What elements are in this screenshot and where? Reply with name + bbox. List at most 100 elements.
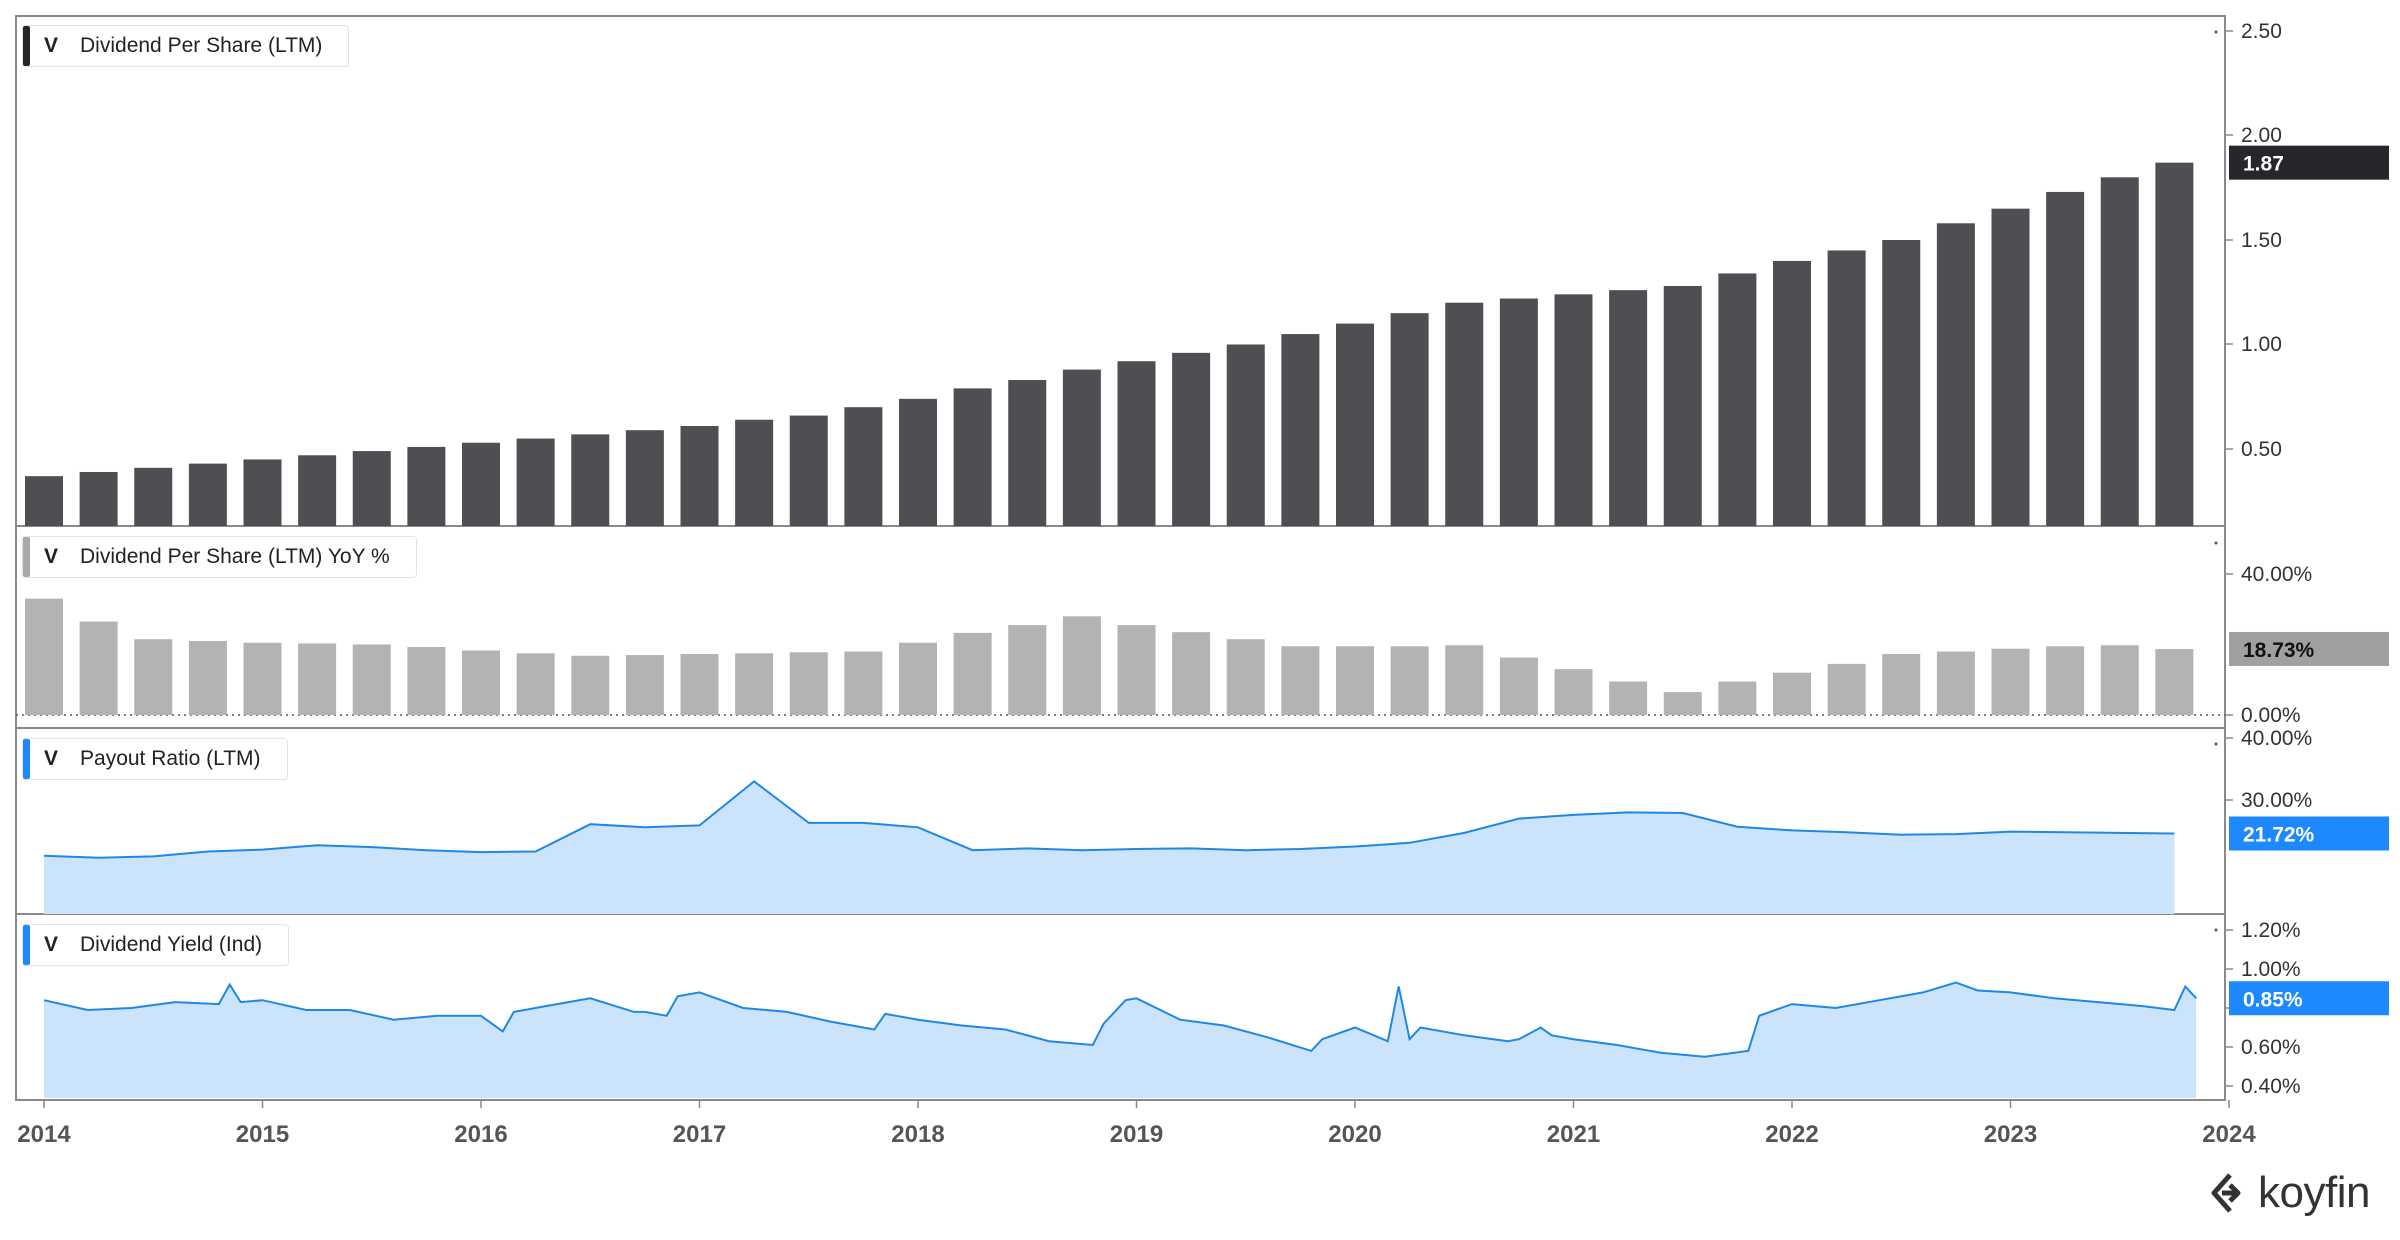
dps-bar xyxy=(462,442,500,526)
last-value-tag-label: 18.73% xyxy=(2243,639,2315,662)
legend-payout-ticker: V xyxy=(44,747,59,770)
legend-yield-name: Dividend Yield (Ind) xyxy=(80,933,263,956)
y-tick-label-3: 0.60% xyxy=(2241,1036,2301,1059)
yoy-bar xyxy=(1281,646,1320,715)
y-tick-label-0: 1.00 xyxy=(2241,333,2282,356)
legend-payout-name: Payout Ratio (LTM) xyxy=(80,747,261,770)
last-value-tag xyxy=(2229,816,2389,851)
yield-line xyxy=(43,981,2197,1058)
dps-bar xyxy=(625,430,664,526)
yoy-bar xyxy=(953,632,992,715)
dps-bar xyxy=(1281,334,1320,526)
dps-bar xyxy=(735,419,774,526)
dps-bar xyxy=(1390,313,1429,526)
dps-bar xyxy=(1008,380,1047,526)
legend-yield[interactable]: V Dividend Yield (Ind) xyxy=(22,924,290,966)
dps-bar xyxy=(1609,290,1648,526)
last-value-tag-label: 1.87 xyxy=(2243,153,2284,176)
payout-line xyxy=(43,780,2175,859)
dps-bar xyxy=(1663,285,1702,526)
yoy-bar xyxy=(625,655,664,715)
yoy-bar xyxy=(188,640,227,715)
dps-bar xyxy=(953,388,992,526)
dps-bar xyxy=(899,398,937,526)
yoy-bar xyxy=(1991,648,2030,715)
dps-bar xyxy=(1062,369,1101,526)
dps-bar xyxy=(243,459,282,526)
y-tick-label-0: 1.50 xyxy=(2241,229,2282,252)
legend-yield-ticker: V xyxy=(44,933,59,956)
x-tick-label: 2019 xyxy=(1110,1121,1163,1148)
pane-corner-dot xyxy=(2214,742,2218,746)
last-value-tag xyxy=(2229,981,2389,1016)
legend-dps-yoy-swatch xyxy=(23,537,30,577)
dps-bar xyxy=(1882,240,1921,526)
dps-bar xyxy=(407,446,446,526)
dps-bar xyxy=(1827,250,1866,526)
yoy-bar xyxy=(2100,645,2139,715)
y-tick-label-2: 40.00% xyxy=(2241,727,2312,750)
y-tick-label-0: 2.50 xyxy=(2241,20,2282,43)
yoy-bar xyxy=(79,621,118,715)
dps-bar xyxy=(134,467,173,526)
dps-bar xyxy=(2046,191,2085,526)
yoy-bar xyxy=(1827,663,1866,715)
x-tick-label: 2020 xyxy=(1328,1121,1381,1148)
chart-frame xyxy=(15,15,2226,1101)
yoy-bar xyxy=(243,642,282,715)
yoy-bar xyxy=(571,655,610,715)
yoy-bar xyxy=(1718,681,1757,715)
yoy-bar xyxy=(1336,646,1374,715)
yoy-bar xyxy=(25,598,63,715)
yoy-bar xyxy=(1773,672,1811,715)
dps-bar xyxy=(789,415,828,526)
yoy-bar xyxy=(789,652,828,715)
legend-dps[interactable]: V Dividend Per Share (LTM) xyxy=(22,25,350,67)
yoy-bar xyxy=(735,653,774,715)
dps-bar xyxy=(188,463,227,526)
x-tick-label: 2023 xyxy=(1984,1121,2037,1148)
x-tick-label: 2017 xyxy=(673,1121,726,1148)
pane-corner-dot xyxy=(2214,30,2218,34)
yoy-bar xyxy=(899,642,937,715)
legend-dps-ticker: V xyxy=(44,34,59,57)
dps-bar xyxy=(298,455,337,526)
dps-bar xyxy=(1336,323,1374,526)
last-value-tag xyxy=(2229,631,2389,666)
x-tick-label: 2015 xyxy=(236,1121,289,1148)
yoy-bar xyxy=(134,639,173,715)
yoy-bar xyxy=(844,651,883,715)
y-tick-label-1: 0.00% xyxy=(2241,704,2301,727)
pane-corner-dot xyxy=(2214,541,2218,545)
koyfin-logo-icon xyxy=(2211,1173,2241,1213)
yoy-bar xyxy=(1554,669,1593,715)
legend-dps-yoy[interactable]: V Dividend Per Share (LTM) YoY % xyxy=(22,536,417,578)
dps-bar xyxy=(1499,298,1538,526)
yoy-bar xyxy=(2046,646,2085,715)
x-tick-label: 2016 xyxy=(454,1121,507,1148)
yoy-bar xyxy=(1008,625,1047,715)
x-tick-label: 2022 xyxy=(1765,1121,1818,1148)
legend-dps-name: Dividend Per Share (LTM) xyxy=(80,34,323,57)
dps-bar xyxy=(1445,302,1484,526)
y-tick-label-2: 30.00% xyxy=(2241,789,2312,812)
x-tick-label: 2018 xyxy=(891,1121,944,1148)
legend-payout-swatch xyxy=(23,739,30,779)
x-tick-label: 2014 xyxy=(17,1121,71,1148)
dps-bar xyxy=(25,476,63,526)
y-tick-label-1: 40.00% xyxy=(2241,563,2312,586)
legend-dps-yoy-name: Dividend Per Share (LTM) YoY % xyxy=(80,545,390,568)
last-value-tag-label: 0.85% xyxy=(2243,988,2303,1011)
last-value-tag xyxy=(2229,145,2389,180)
payout-area-fill xyxy=(44,781,2175,914)
legend-payout[interactable]: V Payout Ratio (LTM) xyxy=(22,738,288,780)
legend-yield-swatch xyxy=(23,925,30,965)
dps-bar xyxy=(79,471,118,526)
x-tick-label: 2024 xyxy=(2202,1121,2256,1148)
dps-bar xyxy=(1718,273,1757,526)
yoy-bar xyxy=(1663,692,1702,715)
yield-area-fill xyxy=(44,982,2197,1098)
dps-bar xyxy=(571,434,610,526)
dps-bar xyxy=(1226,344,1265,526)
